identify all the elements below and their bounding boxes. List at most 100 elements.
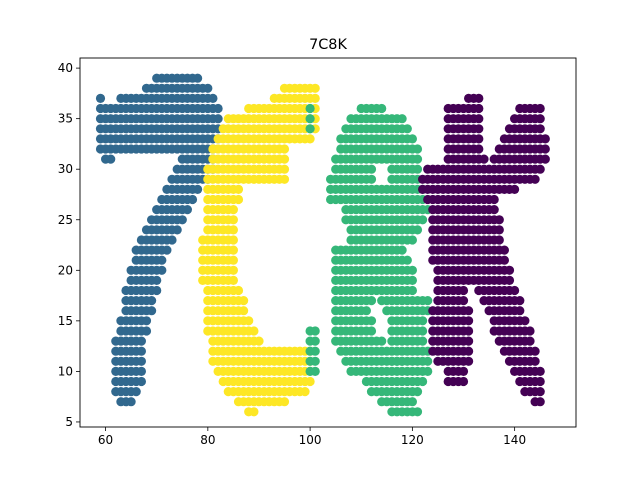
point [377,336,387,346]
point [418,326,428,336]
point [136,336,146,346]
point [305,376,315,387]
point [407,275,417,285]
series-8 [305,103,433,417]
point [136,376,146,387]
x-tick-label: 120 [401,433,424,447]
point [300,387,310,397]
point [126,397,136,407]
point [464,326,474,336]
point [228,255,238,265]
point [310,93,320,103]
point [418,215,428,225]
point [464,306,474,316]
y-tick-label: 25 [58,213,73,227]
point [402,124,412,134]
point [244,316,254,326]
point [279,154,290,164]
point [152,275,162,285]
point [515,296,525,306]
point [305,124,315,134]
point [423,366,433,376]
point [535,376,545,387]
point [193,73,203,83]
point [279,144,290,154]
x-tick-label: 80 [200,433,215,447]
point [407,134,417,144]
point [535,397,545,407]
point [310,346,320,356]
point [509,285,520,296]
point [412,164,423,174]
point [147,306,157,316]
plot-frame [79,57,577,428]
point [228,205,238,215]
point [136,356,146,366]
point [418,336,428,346]
point [203,83,213,93]
point [136,366,146,376]
point [305,114,315,124]
point [530,356,540,366]
point [310,326,320,336]
point [474,93,484,103]
x-tick-label: 140 [503,433,526,447]
point [464,316,474,326]
point [157,265,167,275]
point [494,235,504,245]
axis-ticks: 60 80 100 120 140 5 10 15 20 25 30 35 40 [58,61,526,447]
point [239,296,249,306]
point [499,255,509,265]
point [249,326,259,336]
point [366,296,377,306]
point [474,114,484,124]
point [458,376,469,387]
point [540,134,550,144]
y-tick-label: 40 [58,61,73,75]
y-tick-label: 15 [58,314,73,328]
point [412,144,423,154]
point [535,387,545,397]
point [412,407,423,417]
point [106,154,116,164]
point [228,225,238,235]
y-tick-label: 30 [58,162,73,176]
series-K [418,93,550,407]
point [540,154,550,164]
point [525,336,535,346]
x-tick-label: 60 [98,433,113,447]
point [366,164,377,174]
point [361,306,371,316]
point [136,346,146,356]
point [254,336,264,346]
point [377,103,387,114]
point [535,124,545,134]
point [187,194,198,205]
point [131,387,141,397]
point [167,235,177,245]
point [397,245,407,255]
point [418,376,428,387]
point [515,306,525,316]
point [305,134,315,144]
point [213,103,223,114]
point [162,245,172,255]
point [407,235,417,245]
point [474,124,484,134]
point [228,235,238,245]
point [228,245,238,255]
point [540,144,550,154]
y-tick-label: 35 [58,112,73,126]
point [423,356,433,366]
chart-title: 7C8K [309,37,347,53]
point [305,103,315,114]
point [310,83,320,93]
point [279,174,290,184]
point [535,103,545,114]
point [458,285,469,296]
point [535,164,545,174]
point [366,326,377,336]
point [310,336,320,346]
point [397,114,407,124]
